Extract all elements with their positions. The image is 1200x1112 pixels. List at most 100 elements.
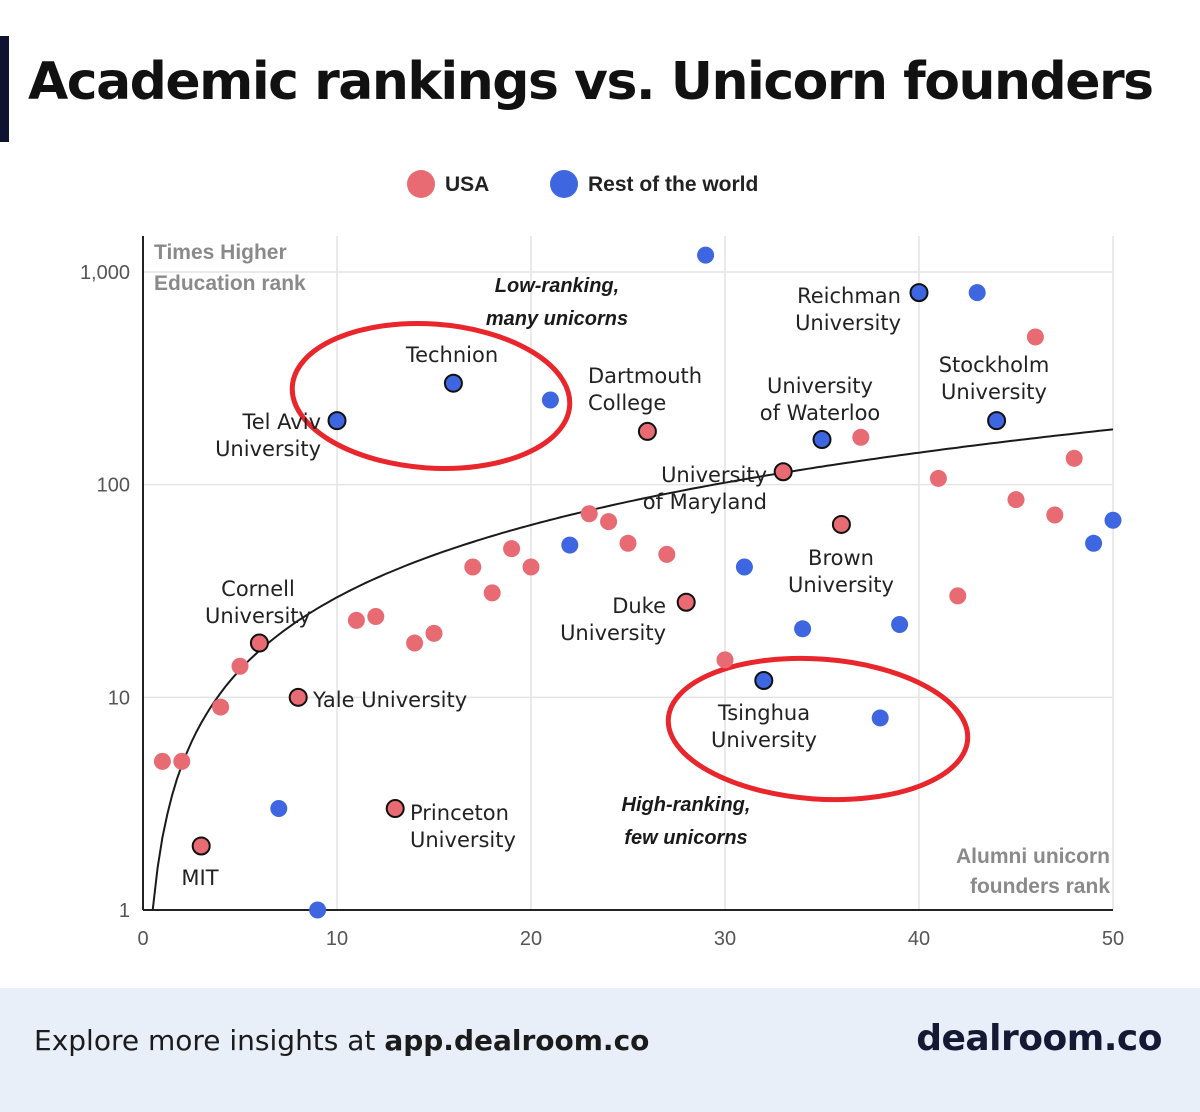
chart-axes: 0 10 20 30 40 50 1 10 100 1,000 [80,236,1124,950]
y-axis-title: Times Higher Education rank [154,241,306,295]
x-tick-label-10: 10 [326,928,348,950]
footer-text: Explore more insights at app.dealroom.co [34,1024,649,1057]
point-label-duke-line-1: Duke [612,594,666,618]
chart-annotations: Low-ranking, many unicorns High-ranking, fe… [486,275,751,849]
point-dartmouth-college [637,421,657,441]
point-usa-18 [483,584,501,602]
x-tick-label-30: 30 [714,928,736,950]
point-usa-25 [619,534,637,552]
x-axis-title-line-1: Alumni unicorn [956,845,1110,868]
point-label-brown-line-2: University [788,573,894,597]
point-usa-5 [231,657,249,675]
point-label-reichman-line-2: University [795,311,901,335]
annotation-high-line-2: few unicorns [624,827,747,849]
point-usa-14 [406,634,424,652]
scatter-chart: USA Rest of the world 0 10 20 30 40 50 1 10 100 1… [80,170,1124,950]
point-princeton-university [385,799,405,819]
annotation-low-line-2: many unicorns [486,308,628,330]
legend-label-rest-of-world: Rest of the world [588,173,758,196]
point-usa-1 [153,752,171,770]
annotation-low-line-1: Low-ranking, [495,275,619,297]
point-row-9 [309,901,327,919]
y-tick-label-1000: 1,000 [80,262,130,284]
point-usa-46 [1026,328,1044,346]
point-duke-university [676,592,696,612]
point-label-princeton-line-1: Princeton [410,801,509,825]
footer: Explore more insights at app.dealroom.co… [0,988,1200,1112]
point-label-reichman-line-1: Reichman [797,284,901,308]
point-row-31 [735,558,753,576]
point-row-7 [270,800,288,818]
legend-swatch-usa [407,170,435,198]
chart-legend: USA Rest of the world [407,170,758,198]
point-label-tsinghua-line-2: University [711,728,817,752]
point-usa-48 [1065,449,1083,467]
point-row-49 [1085,534,1103,552]
point-row-21 [541,391,559,409]
point-label-brown-line-1: Brown [808,546,874,570]
point-stockholm-university [987,411,1007,431]
x-tick-label-0: 0 [137,928,148,950]
point-label-dartmouth-line-2: College [588,391,666,415]
y-axis-title-line-2: Education rank [154,272,306,295]
x-tick-label-40: 40 [908,928,930,950]
point-label-cornell-line-1: Cornell [221,577,295,601]
footer-prefix: Explore more insights at [34,1024,385,1057]
point-label-yale-line-1: Yale University [312,688,467,712]
point-brown-university [831,514,851,534]
point-usa-2 [173,752,191,770]
point-row-29 [697,246,715,264]
point-row-22 [561,536,579,554]
point-row-38 [871,709,889,727]
point-usa-12 [367,607,385,625]
point-usa-42 [949,587,967,605]
point-usa-20 [522,558,540,576]
point-row-43 [968,284,986,302]
data-points [153,246,1122,919]
point-label-mit-line-1: MIT [181,866,218,890]
point-mit [191,836,211,856]
point-usa-24 [600,513,618,531]
point-row-50 [1104,511,1122,529]
point-usa-4 [212,698,230,716]
point-usa-41 [929,469,947,487]
point-label-waterloo-line-1: University [767,374,873,398]
x-tick-label-50: 50 [1102,928,1124,950]
point-label-maryland-line-2: of Maryland [643,490,767,514]
point-tel-aviv-university [327,411,347,431]
point-label-cornell-line-2: University [205,604,311,628]
point-row-39 [891,616,909,634]
point-label-princeton-line-2: University [410,828,516,852]
point-labels: MIT Cornell University Yale University Princ… [181,284,1049,890]
y-tick-label-1: 1 [119,900,130,922]
point-usa-27 [658,545,676,563]
point-technion [443,373,463,393]
point-university-of-waterloo [812,430,832,450]
point-tsinghua-university [754,670,774,690]
point-usa-45 [1007,491,1025,509]
point-usa-17 [464,558,482,576]
page-title: Academic rankings vs. Unicorn founders [28,52,1154,112]
highlight-ellipse-high-ranking [665,655,971,803]
highlight-ellipses [289,321,971,803]
annotation-high-line-1: High-ranking, [622,794,751,816]
point-label-maryland-line-1: University [661,463,767,487]
y-tick-label-10: 10 [108,687,130,709]
x-axis-title-line-2: founders rank [970,875,1110,898]
brand-logo-text: dealroom.co [916,1018,1162,1059]
title-accent-bar [0,36,9,142]
point-label-technion-line-1: Technion [405,343,498,367]
footer-link[interactable]: app.dealroom.co [384,1024,650,1057]
point-label-telaviv-line-2: University [215,437,321,461]
point-usa-23 [580,505,598,523]
point-label-telaviv-line-1: Tel Aviv [241,410,321,434]
point-usa-15 [425,624,443,642]
point-yale-university [288,687,308,707]
legend-swatch-rest-of-world [550,170,578,198]
point-usa-11 [347,611,365,629]
point-cornell-university [249,633,269,653]
point-label-duke-line-2: University [560,621,666,645]
point-university-of-maryland [773,462,793,482]
point-label-stockholm-line-1: Stockholm [939,353,1050,377]
point-usa-47 [1046,506,1064,524]
